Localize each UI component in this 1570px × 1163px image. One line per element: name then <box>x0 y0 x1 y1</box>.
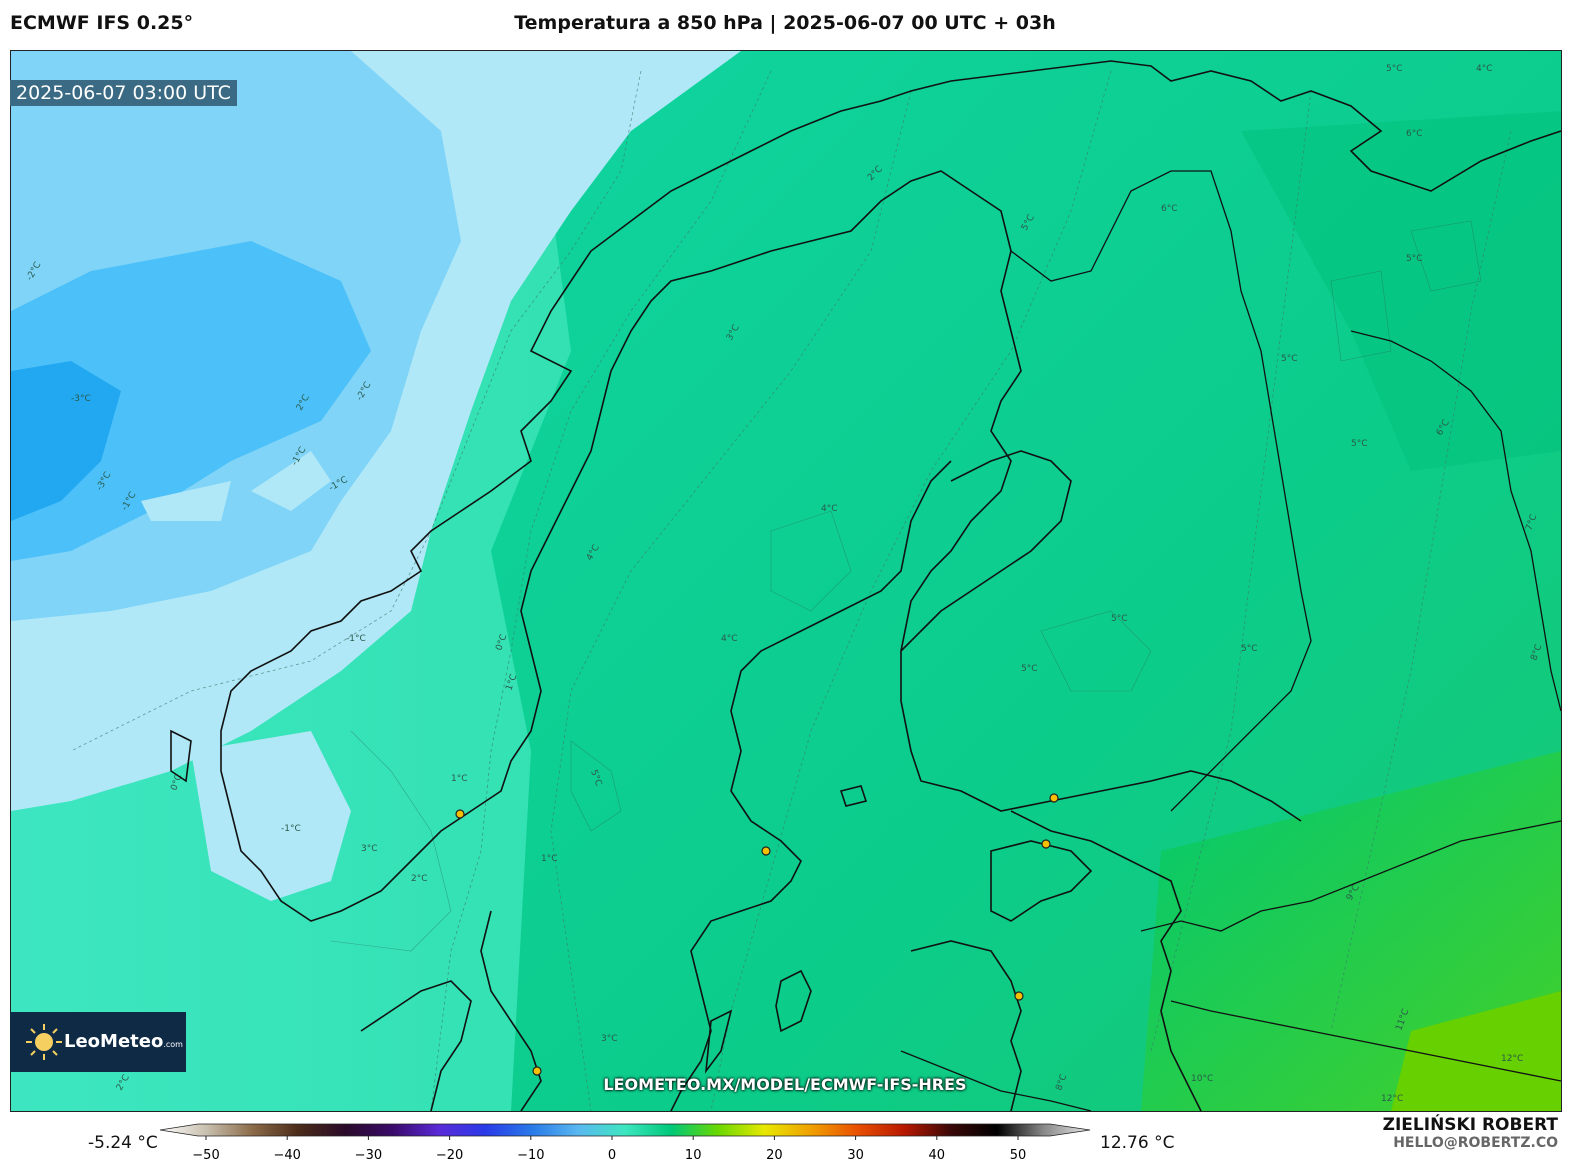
contour-label: 5°C <box>1241 644 1258 654</box>
contour-label: -1°C <box>281 824 301 834</box>
isotherm-lines <box>70 70 1512 1111</box>
author-credit: ZIELIŃSKI ROBERT <box>1382 1115 1558 1135</box>
colorbar-tick-label: −50 <box>192 1148 219 1163</box>
contour-label: 10°C <box>1191 1074 1213 1084</box>
map-canvas: -2°C -3°C -3°C -1°C 2°C -2°C -1°C -1°C -… <box>11 51 1561 1111</box>
colorbar-tick-label: 50 <box>1010 1148 1027 1163</box>
contour-label: 4°C <box>821 504 838 514</box>
coastlines <box>170 60 1561 1111</box>
logo-text: LeoMeteo.com <box>64 1031 183 1052</box>
contour-label: 5°C <box>1386 64 1403 74</box>
model-title: ECMWF IFS 0.25° <box>10 12 194 34</box>
city-marker <box>1049 793 1059 803</box>
contour-label: 12°C <box>1501 1054 1523 1064</box>
sun-icon <box>26 1024 62 1060</box>
colorbar-tick-label: −30 <box>355 1148 382 1163</box>
city-marker <box>1041 839 1051 849</box>
country-borders <box>900 170 1561 1111</box>
contour-label: -1°C <box>346 634 366 644</box>
cold-zone-deep <box>11 241 371 561</box>
city-marker <box>1014 991 1024 1001</box>
contour-label: 2°C <box>411 874 428 884</box>
cold-zone-deepest <box>11 361 121 521</box>
contour-label: 1°C <box>541 854 558 864</box>
colorbar-tick-label: −10 <box>517 1148 544 1163</box>
contour-label: 5°C <box>1281 354 1298 364</box>
contour-label: -3°C <box>71 394 91 404</box>
contour-label: 5°C <box>1406 254 1423 264</box>
colorbar-tick-label: −20 <box>436 1148 463 1163</box>
color-legend: −50 −40 −30 −20 −10 0 10 20 30 40 50 <box>160 1123 1091 1163</box>
city-marker <box>532 1066 542 1076</box>
contour-label: 5°C <box>1351 439 1368 449</box>
contour-label: 3°C <box>361 844 378 854</box>
contour-label: 1°C <box>451 774 468 784</box>
colorbar-tick-label: −40 <box>273 1148 300 1163</box>
colorbar-ticks: −50 −40 −30 −20 −10 0 10 20 30 40 50 <box>192 1136 1026 1163</box>
city-marker <box>761 846 771 856</box>
colorbar-tick-label: 40 <box>929 1148 946 1163</box>
contour-label: 5°C <box>1111 614 1128 624</box>
colorbar-tick-label: 10 <box>685 1148 702 1163</box>
isotherm-labels: -2°C -3°C -3°C -1°C 2°C -2°C -1°C -1°C -… <box>25 64 1545 1104</box>
field-min-label: -5.24 °C <box>88 1133 158 1153</box>
contour-label: 12°C <box>1381 1094 1403 1104</box>
temperature-map[interactable]: -2°C -3°C -3°C -1°C 2°C -2°C -1°C -1°C -… <box>10 50 1562 1112</box>
contour-label: 4°C <box>721 634 738 644</box>
source-url: LEOMETEO.MX/MODEL/ECMWF-IFS-HRES <box>603 1075 967 1094</box>
contour-label: 6°C <box>1406 129 1423 139</box>
city-markers <box>455 793 1059 1076</box>
colorbar-tick-label: 0 <box>608 1148 616 1163</box>
leometeo-logo[interactable]: LeoMeteo.com <box>10 1012 186 1072</box>
field-max-label: 12.76 °C <box>1100 1133 1175 1153</box>
colorbar-gradient <box>160 1123 1091 1137</box>
colorbar-tick-label: 20 <box>766 1148 783 1163</box>
city-marker <box>455 809 465 819</box>
chart-title: Temperatura a 850 hPa | 2025-06-07 00 UT… <box>514 12 1056 34</box>
contour-label: 5°C <box>1021 664 1038 674</box>
colorbar-tick-label: 30 <box>847 1148 864 1163</box>
contour-label: 4°C <box>1476 64 1493 74</box>
contour-label: 3°C <box>601 1034 618 1044</box>
valid-time-badge: 2025-06-07 03:00 UTC <box>10 80 237 106</box>
contour-label: 6°C <box>1161 204 1178 214</box>
author-email: HELLO@ROBERTZ.CO <box>1393 1135 1558 1151</box>
